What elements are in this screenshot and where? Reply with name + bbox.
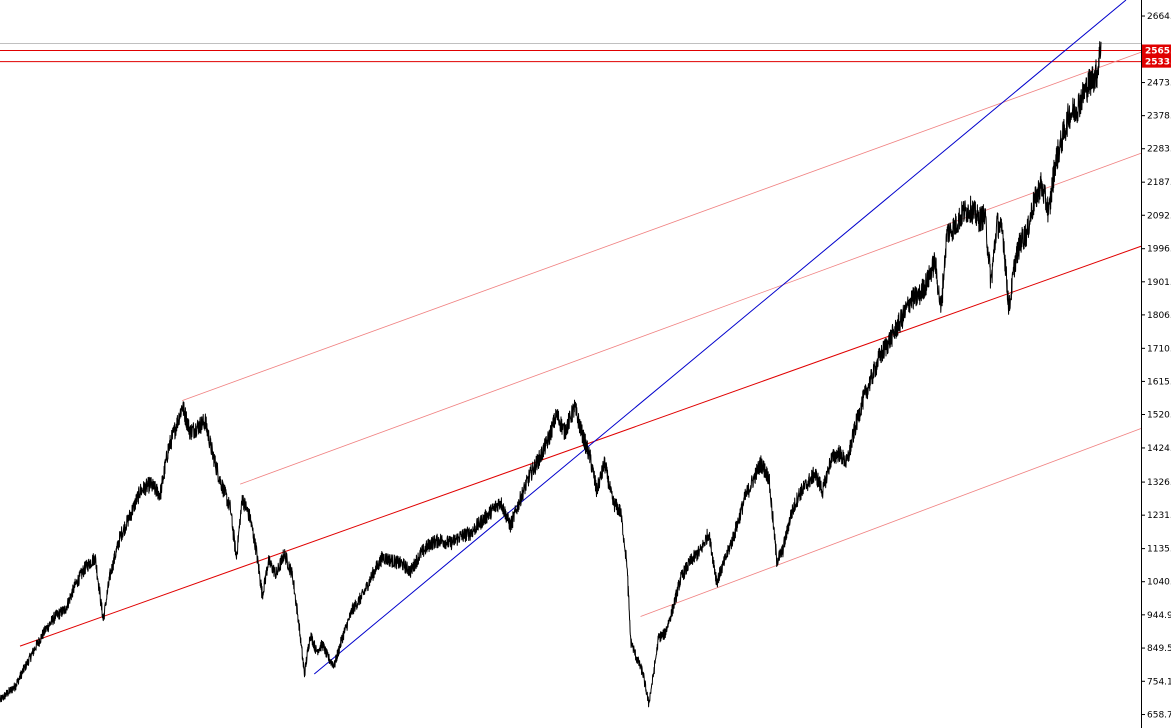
y-tick-label: 1615. bbox=[1147, 377, 1171, 387]
level-badge-0 bbox=[1142, 44, 1171, 57]
y-tick-label: 2283. bbox=[1147, 145, 1171, 155]
y-tick-label: 1996. bbox=[1147, 245, 1171, 255]
y-tick-label: 2378. bbox=[1147, 112, 1171, 122]
y-tick-label: 1901. bbox=[1147, 278, 1171, 288]
y-tick-label: 1326. bbox=[1147, 478, 1171, 488]
y-tick-label: 2092. bbox=[1147, 211, 1171, 221]
level-badge-label-1: 2533. bbox=[1145, 58, 1171, 68]
y-tick-label: 1424. bbox=[1147, 444, 1171, 454]
level-badge-1 bbox=[1142, 55, 1171, 68]
y-tick-label: 754.1 bbox=[1147, 677, 1171, 687]
trend-line-light_red-2 bbox=[240, 152, 1142, 485]
price-series bbox=[0, 41, 1102, 708]
y-tick-label: 944.9 bbox=[1147, 611, 1171, 621]
trend-line-blue-4 bbox=[313, 0, 1127, 675]
horizontal-levels bbox=[0, 43, 1141, 63]
level-badges: 2565.2533. bbox=[1142, 44, 1171, 68]
y-tick-label: 1520. bbox=[1147, 411, 1171, 421]
y-tick-label: 2664. bbox=[1147, 12, 1171, 22]
y-axis: 2664. 2473. 2378. 2283. 2187. 2092. 1996. 1901.… bbox=[1141, 12, 1171, 721]
price-line bbox=[0, 41, 1102, 708]
y-tick-label: 849.5 bbox=[1147, 644, 1171, 654]
level-badge-label-0: 2565. bbox=[1145, 47, 1171, 57]
y-tick-label: 2473. bbox=[1147, 79, 1171, 89]
y-tick-label: 1040. bbox=[1147, 578, 1171, 588]
y-tick-label: 1135. bbox=[1147, 545, 1171, 555]
y-tick-label: 2187. bbox=[1147, 178, 1171, 188]
y-tick-label: 1806. bbox=[1147, 311, 1171, 321]
y-tick-label: 1231. bbox=[1147, 511, 1171, 521]
trend-lines bbox=[19, 0, 1142, 675]
trend-line-light_red-3 bbox=[640, 428, 1142, 617]
trend-line-light_red-1 bbox=[182, 51, 1142, 401]
y-tick-label: 658.7 bbox=[1147, 711, 1171, 721]
trend-line-red-0 bbox=[19, 245, 1142, 647]
y-tick-label: 1710. bbox=[1147, 344, 1171, 354]
